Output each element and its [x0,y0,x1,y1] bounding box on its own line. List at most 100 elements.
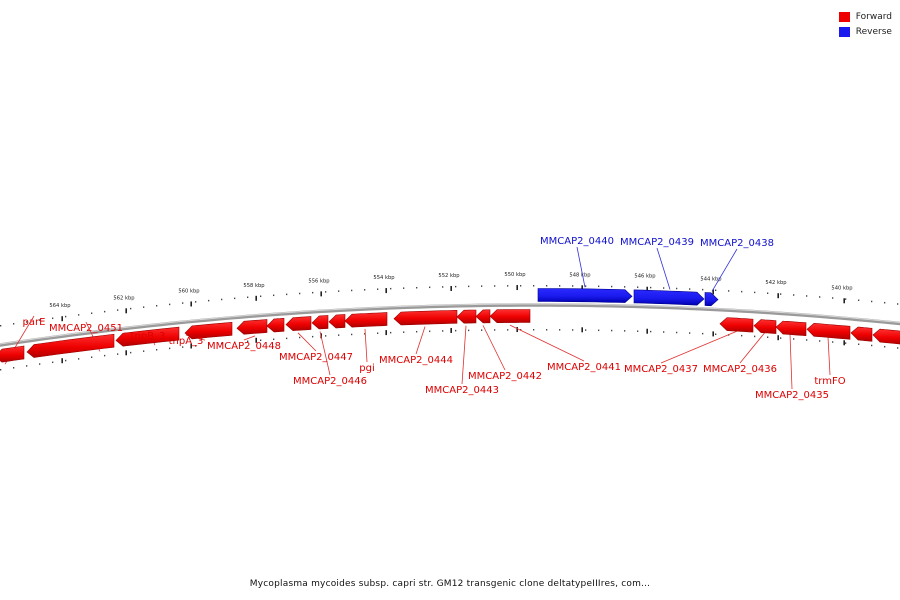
ruler-dot-upper [416,286,418,289]
ruler-label: 550 kbp [504,272,526,278]
gene-forward[interactable] [872,328,900,345]
ruler-dot-lower [793,338,795,340]
ruler-dot-upper [195,301,197,303]
ruler-dot-upper [468,285,470,288]
ruler-dot-lower [780,337,782,339]
gene-label-forward: MMCAP2_0436 [703,364,777,375]
gene-forward[interactable] [719,317,754,333]
ruler-dot-lower [689,332,691,334]
gene-label-forward: MMCAP2_0444 [379,355,453,366]
gene-forward[interactable] [850,326,873,342]
ruler-dot-lower [286,337,288,340]
ruler-dot-upper [481,285,483,287]
ruler-dot-upper [247,296,249,299]
legend-swatch-forward [838,11,850,22]
gene-forward[interactable] [775,320,807,337]
ruler-dot-lower [871,344,873,347]
ruler-major-tick [777,293,779,299]
gene-forward[interactable] [489,309,531,324]
gene-forward[interactable] [266,317,285,333]
ruler-dot-upper [455,285,457,288]
gene-forward[interactable] [344,312,388,328]
ruler-dot-lower [351,333,353,336]
ruler-dot-upper [312,291,314,294]
ruler-dot-upper [507,285,509,287]
ruler-dot-upper [819,296,821,298]
ruler-dot-lower [117,353,119,355]
gene-reverse[interactable] [633,289,705,306]
gene-forward[interactable] [475,309,491,324]
ruler-dot-lower [234,341,236,344]
ruler-major-tick-lower [450,327,452,333]
ruler-dot-upper [559,285,561,287]
ruler-label: 562 kbp [113,295,135,301]
ruler-dot-lower [221,342,223,345]
leader-line [297,332,317,352]
ruler-major-tick-lower [385,330,387,336]
ruler-dot-lower [676,331,678,334]
ruler-dot-upper [520,285,522,287]
leader-line [509,324,585,362]
gene-forward[interactable] [753,319,777,334]
ruler-dot-lower [104,354,106,357]
ruler-dot-lower [663,331,665,333]
ruler-label: 544 kbp [700,276,722,282]
gene-forward[interactable] [26,333,115,358]
ruler-dot-lower [481,329,483,331]
ruler-label: 558 kbp [243,283,265,289]
gene-label-forward: MMCAP2_0443 [425,385,499,396]
gene-reverse[interactable] [704,292,719,307]
gene-forward[interactable] [393,309,458,326]
gene-forward[interactable] [311,315,329,330]
gene-forward[interactable] [456,309,477,324]
gene-label-reverse: MMCAP2_0440 [540,236,614,247]
ruler-dot-lower [650,330,652,333]
backbone-arc [0,303,900,347]
ruler-major-tick-lower [190,343,192,349]
ruler-dot-upper [221,298,223,301]
legend-item-reverse[interactable]: Reverse [838,24,892,39]
ruler-dot-lower [572,329,574,331]
ruler-label: 564 kbp [49,303,71,309]
ruler-dot-upper [429,286,431,289]
ruler-dot-lower [52,361,54,364]
ruler-dot-upper [390,287,392,290]
gene-forward[interactable] [0,345,25,363]
ruler-dot-lower [585,329,587,331]
gene-forward[interactable] [285,316,312,331]
ruler-major-tick [843,298,845,304]
leader-line [364,328,368,363]
ruler-dot-lower [416,330,418,333]
ruler-dot-upper [182,302,184,304]
ruler-dot-upper [676,287,678,290]
gene-forward[interactable] [184,321,233,340]
gene-forward[interactable] [236,319,268,335]
ruler-dot-lower [390,331,392,334]
ruler-dot-lower [0,368,2,371]
ruler-dot-lower [403,331,405,333]
gene-forward[interactable] [328,314,346,329]
ruler-dot-upper [871,300,873,303]
ruler-major-tick-lower [712,331,714,337]
ruler-dot-lower [494,329,496,331]
ruler-dot-lower [195,345,197,347]
backbone-highlight [0,303,900,345]
ruler: 564 kbp 562 kbp 560 kbp 558 kbp 556 kbp 554 k… [0,272,899,371]
ruler-label: 552 kbp [438,273,460,279]
ruler-major-tick-lower [61,358,63,364]
leader-line [482,325,506,371]
gene-reverse[interactable] [537,288,633,303]
ruler-dot-lower [897,347,899,349]
ruler-dot-lower [156,349,158,351]
legend-item-forward[interactable]: Forward [838,9,892,24]
ruler-dot-lower [546,329,548,331]
gene-forward[interactable] [115,326,180,347]
ruler-dot-upper [260,295,262,298]
ruler-dot-lower [754,335,756,338]
gene-forward[interactable] [806,323,851,340]
ruler-dot-upper [702,288,704,291]
ruler-dot-upper [728,290,730,292]
ruler-dot-upper [26,321,28,323]
